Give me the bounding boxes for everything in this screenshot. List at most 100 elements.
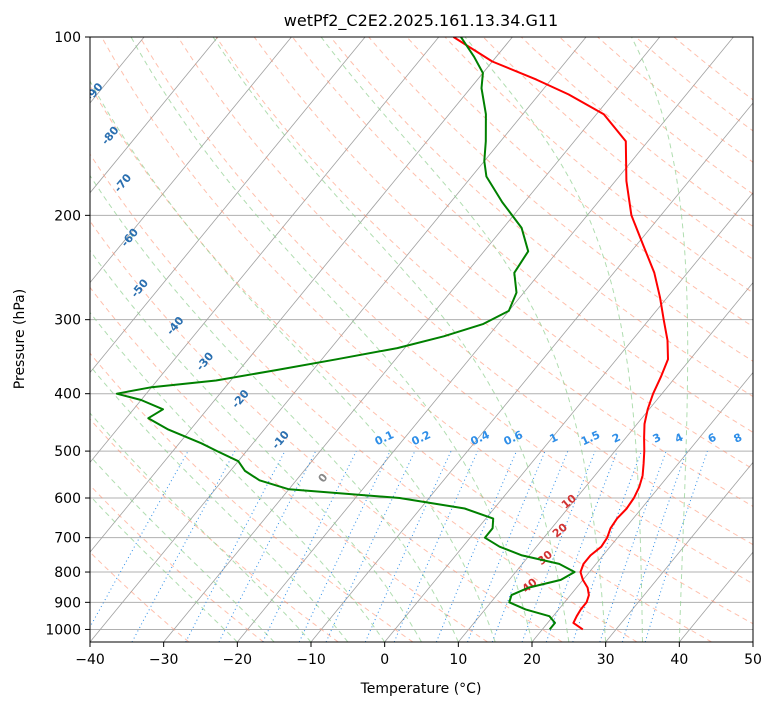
moist-adiabat--10: [90, 412, 312, 642]
isotherm--60: [90, 37, 440, 463]
y-tick-label: 100: [54, 30, 81, 46]
x-tick-label: 40: [670, 652, 688, 668]
mixing-ratio-lines: [90, 450, 708, 642]
mixing-ratio-1.5: [298, 450, 391, 642]
dewpoint-line: [115, 37, 576, 631]
x-tick-label: 30: [597, 652, 615, 668]
dry-adiabat-label: -30: [194, 349, 217, 373]
dry-adiabat-200: [673, 37, 753, 101]
isotherm-10: [458, 282, 753, 642]
y-tick-label: 400: [54, 387, 81, 403]
chart-title: wetPf2_C2E2.2025.161.13.34.G11: [284, 11, 558, 31]
isotherm--40: [90, 37, 587, 642]
dry-adiabat-40: [90, 84, 712, 642]
isotherm--110: [0, 37, 70, 642]
dry-adiabat-140: [444, 37, 753, 294]
dry-adiabat--30: [90, 551, 190, 642]
isotherm--90: [90, 37, 219, 194]
dry-adiabat-label: -20: [229, 387, 252, 411]
moist-adiabat-25: [212, 37, 570, 642]
moist-adiabat-30: [320, 37, 607, 642]
mixing-ratio-label: 1.5: [579, 428, 602, 448]
isotherm--10: [310, 102, 753, 642]
dry-adiabat-label: -100: [50, 42, 78, 72]
moist-adiabat--20: [90, 495, 238, 642]
mixing-ratio-0.4: [185, 450, 286, 642]
mixing-ratio-25: [599, 450, 667, 642]
x-tick-label: 20: [523, 652, 541, 668]
mixing-ratio-label: 3: [651, 431, 663, 446]
y-tick-label: 1000: [45, 622, 81, 638]
isotherm-30: [605, 461, 753, 642]
dry-adiabat-30: [90, 153, 638, 642]
x-tick-label: 50: [744, 652, 762, 668]
reference-line-labels: 0.10.20.40.611.52346810131620253036-100-…: [50, 42, 770, 595]
dry-adiabat--20: [90, 484, 264, 642]
y-tick-label: 300: [54, 313, 81, 329]
isotherm-50: [752, 641, 753, 642]
mixing-ratio-label: 8: [732, 431, 744, 446]
mixing-ratio-label: 1: [548, 431, 560, 446]
dry-adiabat-180: [597, 37, 753, 163]
mixing-ratio-20: [572, 450, 642, 642]
dry-adiabat-50: [101, 37, 753, 625]
x-tick-label: −10: [296, 652, 326, 668]
mixing-ratio-label: 6: [706, 431, 719, 446]
dry-adiabat-label: -10: [269, 428, 292, 452]
isotherm--20: [237, 37, 734, 642]
moist-adiabat-label: 10: [559, 492, 579, 512]
temperature-line: [452, 37, 669, 631]
y-tick-label: 600: [54, 491, 81, 507]
dry-adiabat-60: [139, 37, 753, 585]
x-tick-label: −40: [75, 652, 105, 668]
mixing-ratio-label: 10: [750, 429, 770, 447]
y-tick-label: 500: [54, 444, 81, 460]
pressure-gridlines: [90, 37, 753, 630]
y-tick-label: 200: [54, 208, 81, 224]
dry-adiabat-label: -90: [83, 80, 106, 104]
isotherm--30: [163, 37, 661, 642]
mixing-ratio-0.2: [131, 450, 236, 642]
x-tick-label: 0: [380, 652, 389, 668]
mixing-ratio-label: 0.4: [468, 428, 491, 448]
moist-adiabat--5: [90, 365, 349, 642]
y-tick-label: 900: [54, 595, 81, 611]
dry-adiabat-0: [90, 352, 414, 642]
dry-adiabat-80: [215, 37, 753, 507]
moist-adiabat-10: [90, 174, 459, 642]
x-tick-label: −30: [149, 652, 179, 668]
dry-adiabat-70: [177, 37, 753, 546]
sounding-traces: [115, 37, 669, 631]
dry-adiabat-100: [292, 37, 753, 433]
mixing-ratio-30: [621, 450, 688, 642]
moist-adiabat-40: [631, 37, 689, 642]
dry-adiabat-130: [406, 37, 753, 328]
y-tick-label: 700: [54, 531, 81, 547]
plot-frame: [89, 36, 754, 643]
dry-adiabats: [90, 37, 753, 642]
mixing-ratio-8: [467, 450, 546, 642]
mixing-ratio-4: [393, 450, 479, 642]
isotherm-40: [679, 551, 753, 642]
dry-adiabat-10: [90, 286, 488, 642]
isotherm--50: [90, 37, 513, 553]
dry-adiabat-90: [253, 37, 753, 470]
mixing-ratio-13: [521, 450, 596, 642]
mixing-ratio-label: 0.1: [373, 428, 396, 448]
skewed-isotherms: [0, 37, 753, 642]
mixing-ratio-1: [262, 450, 357, 642]
x-axis-ticks: −40 −30 −20 −10 0 10 20 30 40 50: [75, 642, 762, 668]
dry-adiabat-120: [368, 37, 753, 362]
moist-adiabats: [90, 37, 689, 642]
dry-adiabat-label: -60: [118, 226, 141, 250]
dry-adiabat-label: 0: [316, 471, 331, 485]
moist-adiabat-5: [90, 249, 422, 642]
x-tick-label: 10: [449, 652, 467, 668]
mixing-ratio-label: 0.6: [502, 428, 525, 448]
x-axis-label: Temperature (°C): [360, 681, 482, 697]
moist-adiabat-20: [130, 37, 533, 642]
y-axis-label: Pressure (hPa): [12, 289, 28, 389]
mixing-ratio-36: [644, 450, 708, 642]
isotherm--70: [90, 37, 366, 374]
y-tick-label: 800: [54, 565, 81, 581]
